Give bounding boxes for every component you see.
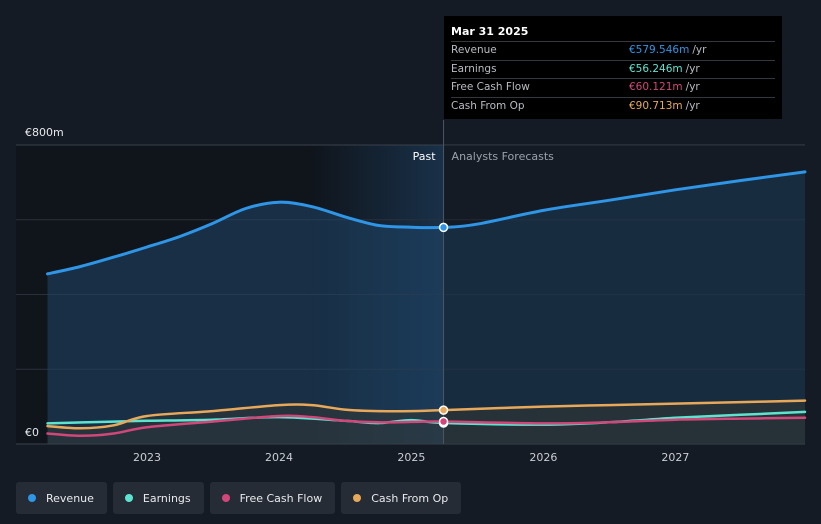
- cash-from-op-dot-icon: [353, 494, 362, 502]
- tooltip-label: Earnings: [451, 62, 497, 75]
- tooltip-value: €579.546m: [629, 44, 690, 56]
- legend-item-earnings[interactable]: Earnings: [112, 482, 204, 514]
- tooltip-row-earnings: Earnings €56.246m /yr: [451, 59, 775, 79]
- tooltip-value: €60.121m: [629, 81, 683, 93]
- cash-from-op-marker: [438, 405, 449, 415]
- tooltip-value: €90.713m: [629, 99, 683, 112]
- y-axis-label-top: €800m: [25, 126, 64, 139]
- tooltip-date: Mar 31 2025: [451, 25, 529, 38]
- x-tick-label: 2025: [397, 451, 425, 464]
- legend-label: Cash From Op: [371, 491, 449, 505]
- earnings-dot-icon: [124, 494, 133, 502]
- revenue-line: [46, 170, 807, 276]
- free-cash-flow-dot-icon: [221, 494, 230, 502]
- tooltip-label: Free Cash Flow: [451, 81, 530, 93]
- legend-item-revenue[interactable]: Revenue: [16, 482, 107, 514]
- tooltip-unit: /yr: [692, 44, 707, 56]
- forecast-label: Analysts Forecasts: [452, 150, 555, 163]
- forecast-region-tint: [443, 145, 805, 444]
- cash-from-op-line: [46, 399, 807, 430]
- chart-legend: Revenue Earnings Free Cash Flow Cash Fro…: [16, 482, 462, 514]
- tooltip-row-revenue: Revenue €579.546m /yr: [451, 41, 775, 60]
- legend-label: Earnings: [142, 491, 191, 505]
- legend-item-free-cash-flow[interactable]: Free Cash Flow: [209, 482, 336, 514]
- x-tick-label: 2024: [265, 451, 293, 464]
- legend-label: Free Cash Flow: [239, 491, 323, 505]
- tooltip-unit: /yr: [685, 81, 700, 93]
- x-tick-label: 2023: [133, 451, 161, 464]
- tooltip-label: Cash From Op: [451, 99, 525, 112]
- financials-chart: Past Analysts Forecasts €800m €0 2023 2024 202…: [16, 120, 807, 464]
- hover-tooltip: Mar 31 2025 Revenue €579.546m /yr Earnin…: [444, 16, 782, 119]
- tooltip-row-free-cash-flow: Free Cash Flow €60.121m /yr: [451, 78, 775, 97]
- y-axis-label-bottom: €0: [25, 426, 39, 439]
- revenue-area: [47, 171, 805, 444]
- legend-label: Revenue: [46, 491, 94, 505]
- past-label: Past: [413, 150, 437, 163]
- free-cash-flow-marker: [438, 416, 449, 427]
- x-tick-label: 2026: [529, 451, 557, 464]
- tooltip-value: €56.246m: [629, 62, 683, 75]
- free-cash-flow-line: [46, 414, 807, 438]
- tooltip-unit: /yr: [685, 99, 700, 112]
- tooltip-unit: /yr: [685, 62, 700, 75]
- revenue-dot-icon: [28, 494, 36, 502]
- legend-item-cash-from-op[interactable]: Cash From Op: [341, 482, 462, 514]
- tooltip-label: Revenue: [451, 44, 497, 56]
- tooltip-row-cash-from-op: Cash From Op €90.713m /yr: [451, 96, 775, 116]
- x-tick-label: 2027: [661, 451, 689, 464]
- revenue-marker: [438, 222, 449, 233]
